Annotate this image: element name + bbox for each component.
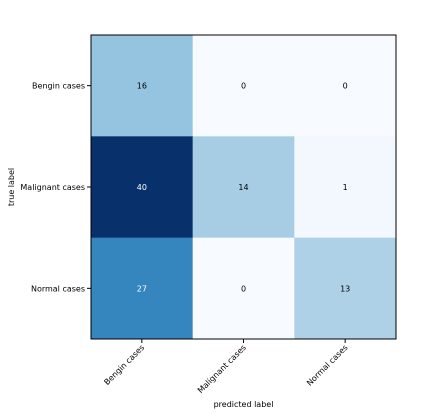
heatmap-cell [294, 237, 397, 340]
x-axis-ticks: Bengin cases Malignant cases Normal cases [102, 339, 350, 395]
heatmap-cell [91, 237, 194, 340]
y-axis-ticks: Bengin cases Malignant cases Normal cases [20, 82, 91, 293]
x-axis-label: predicted label [214, 400, 274, 409]
heatmap-cell [192, 237, 295, 340]
y-tick-label: Malignant cases [20, 183, 85, 192]
heatmap-cell [294, 35, 397, 137]
cell-value-label: 40 [137, 183, 147, 192]
heatmap-cell [91, 35, 194, 137]
y-tick-label: Bengin cases [32, 82, 85, 91]
y-axis-label: true label [7, 168, 16, 206]
x-tick-label: Bengin cases [102, 343, 146, 387]
heatmap-cell [91, 136, 194, 239]
heatmap-cell [294, 136, 397, 239]
heatmap-cell-labels: 16 0 0 40 14 1 27 0 13 [137, 82, 351, 294]
cell-value-label: 16 [137, 82, 147, 91]
y-tick-label: Normal cases [31, 284, 85, 293]
x-tick-label: Normal cases [305, 343, 350, 388]
cell-value-label: 14 [238, 183, 248, 192]
cell-value-label: 27 [137, 284, 147, 293]
heatmap-cells [91, 35, 397, 340]
cell-value-label: 0 [343, 82, 348, 91]
heatmap-cell [192, 35, 295, 137]
cell-value-label: 13 [340, 284, 350, 293]
cell-value-label: 0 [241, 82, 246, 91]
x-tick-label: Malignant cases [196, 343, 248, 395]
cell-value-label: 1 [343, 183, 348, 192]
heatmap-cell [192, 136, 295, 239]
cell-value-label: 0 [241, 284, 246, 293]
